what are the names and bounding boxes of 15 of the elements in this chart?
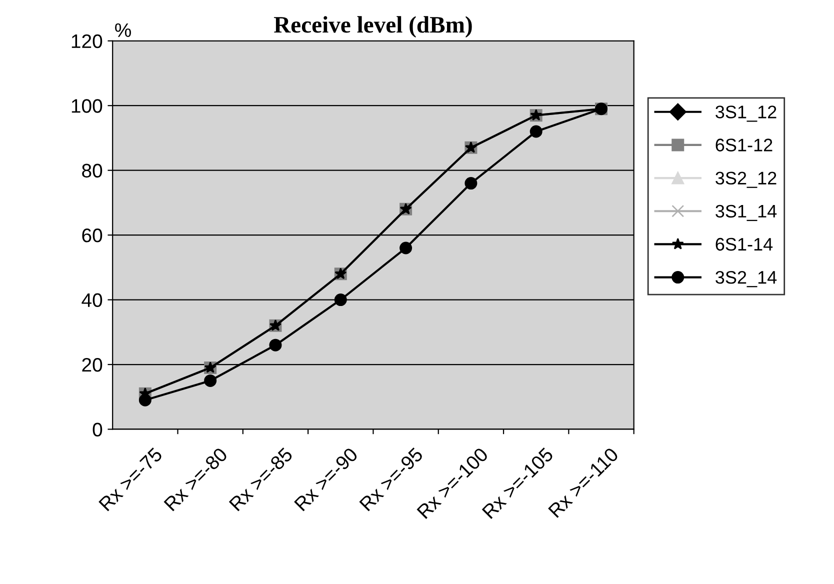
- legend-label: 6S1-14: [716, 238, 773, 251]
- chart-title: Receive level (dBm): [274, 16, 472, 38]
- y-tick-label: 20: [82, 358, 102, 372]
- y-tick-label: 0: [92, 422, 102, 436]
- y-tick-label: 100: [72, 99, 102, 113]
- legend-label: 3S1_12: [716, 106, 776, 122]
- y-tick-label: 120: [72, 34, 102, 48]
- y-tick-label: 80: [82, 164, 102, 178]
- legend-label: 3S2_12: [716, 172, 776, 188]
- y-tick-label: 60: [82, 228, 102, 242]
- legend-label: 6S1-12: [716, 138, 772, 152]
- legend-label: 3S1_14: [716, 204, 777, 222]
- y-tick-label: 40: [82, 293, 102, 308]
- legend-label: 3S2_14: [716, 270, 777, 288]
- y-axis-title: %: [115, 23, 131, 37]
